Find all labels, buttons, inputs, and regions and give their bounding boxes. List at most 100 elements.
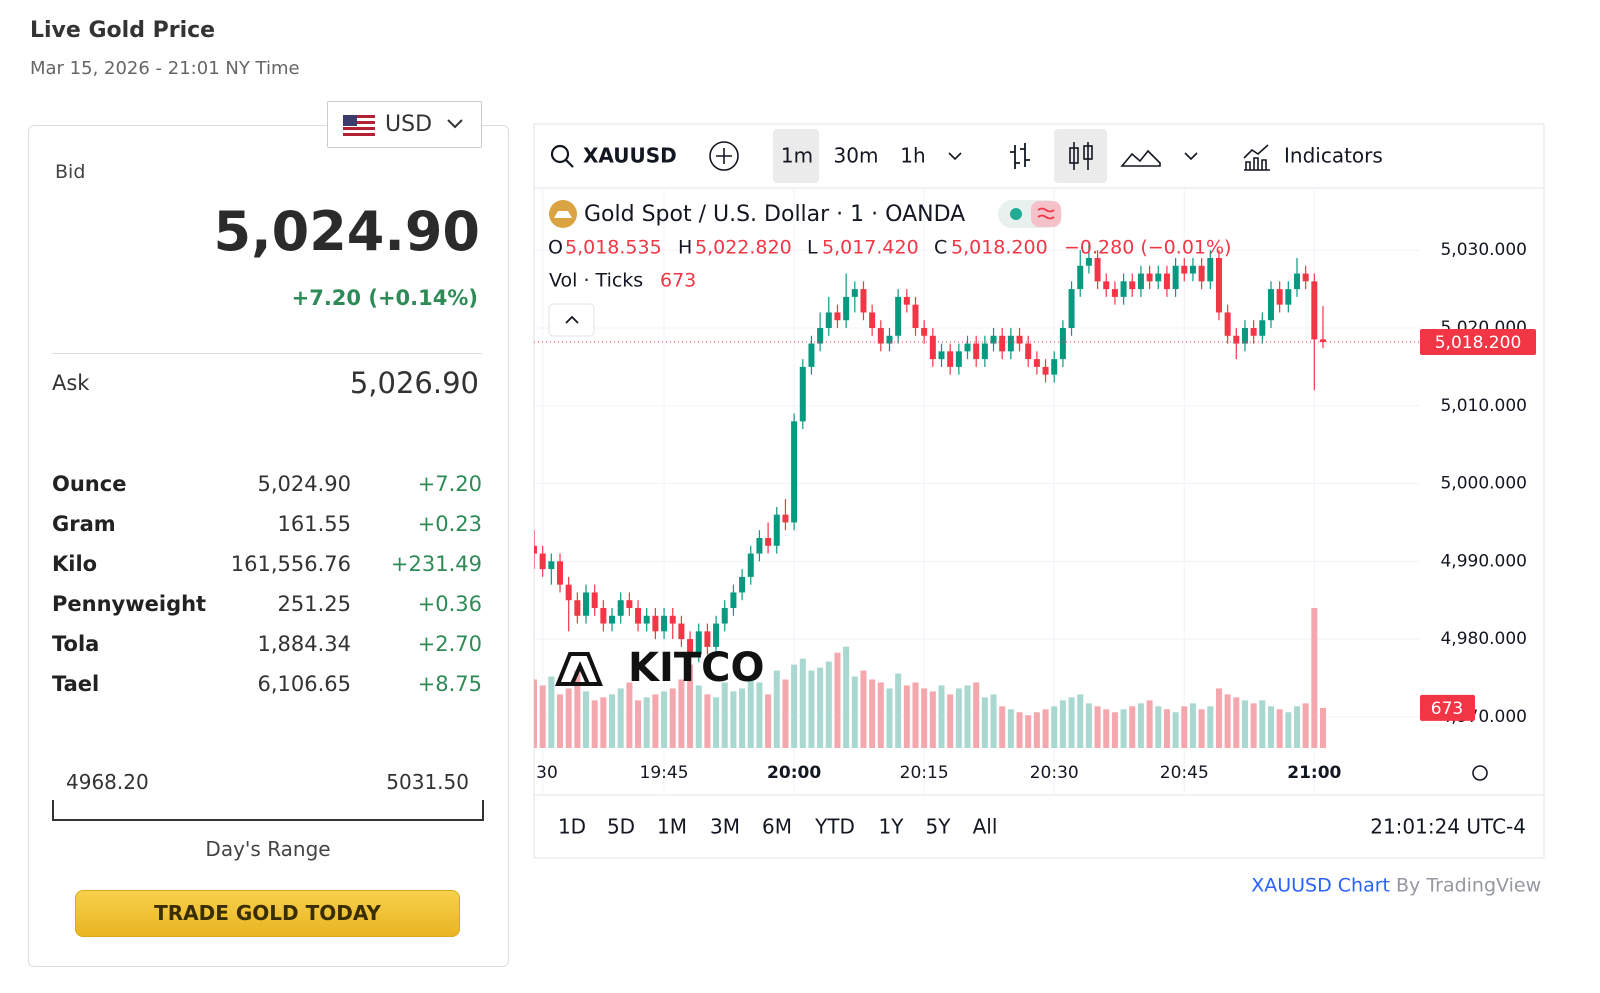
volume-bar [1233, 697, 1240, 748]
volume-bar [1085, 703, 1092, 748]
candle-body [1051, 359, 1058, 375]
ohlc-value: 5,017.420 [822, 237, 919, 259]
last-price-tag [1420, 329, 1536, 355]
volume-bar [817, 667, 824, 748]
volume-bar [1207, 706, 1214, 748]
indicators-button[interactable]: Indicators [1284, 144, 1383, 168]
candle-body [921, 328, 928, 336]
currency: USD [385, 112, 433, 137]
volume-bar [1189, 703, 1196, 748]
flag-icon [343, 115, 463, 136]
chart-type-dropdown[interactable] [1184, 152, 1198, 161]
volume-bar [1007, 709, 1014, 748]
volume-bar [1094, 706, 1101, 748]
ohlc-value: 5,022.820 [695, 237, 792, 259]
bid-label: Bid [55, 161, 86, 183]
candle-body [1068, 289, 1075, 328]
candle-body [1189, 265, 1196, 274]
volume-bar [626, 682, 633, 748]
candle-body [1250, 328, 1257, 336]
currency-select[interactable]: USD [327, 101, 482, 148]
range-button[interactable]: 6M [762, 815, 792, 839]
volume-bar [695, 685, 702, 748]
quote-card [28, 125, 509, 967]
candles-icon-body [1069, 147, 1079, 164]
volume-bar [791, 664, 798, 748]
range-button[interactable]: 5Y [926, 815, 952, 839]
range-button[interactable]: All [973, 815, 998, 839]
volume-tag [1420, 694, 1475, 721]
candle-body [1129, 281, 1136, 290]
ohlc-key: H [678, 237, 692, 259]
unit-change: +2.70 [417, 632, 482, 656]
divider [52, 353, 482, 354]
y-tick-label: 5,000.000 [1440, 474, 1527, 494]
trade-button[interactable]: TRADE GOLD TODAY [75, 890, 460, 937]
y-tick-label: 5,010.000 [1440, 396, 1527, 416]
candle-body [990, 335, 997, 344]
candle-body [938, 351, 945, 360]
bid-price: 5,024.90 [213, 200, 480, 263]
range-caption: Day's Range [205, 837, 331, 861]
attribution-link[interactable]: XAUUSD Chart [1251, 875, 1390, 897]
volume-bar [895, 673, 902, 748]
volume-bar [1276, 709, 1283, 748]
unit-price: 161,556.76 [230, 552, 351, 576]
volume-bar [600, 697, 607, 748]
candle-body [1033, 359, 1040, 367]
range-button[interactable]: 1M [657, 815, 687, 839]
volume-bar [964, 685, 971, 748]
candle-body [1207, 258, 1214, 282]
candle-body [704, 631, 711, 647]
interval-dropdown[interactable] [948, 152, 962, 161]
ask-price: 5,026.90 [349, 366, 479, 400]
volume-bar [1172, 712, 1179, 748]
candle-body [643, 615, 650, 624]
unit-price: 251.25 [277, 592, 351, 616]
candle-body [1146, 273, 1153, 282]
range-button[interactable]: YTD [814, 815, 855, 839]
volume-bar [687, 664, 694, 748]
range-button[interactable]: 1D [558, 815, 586, 839]
candle-body [860, 289, 867, 313]
collapse-legend[interactable] [548, 303, 595, 337]
interval[interactable]: 30m [834, 144, 879, 168]
volume-bar [635, 700, 642, 748]
area-icon[interactable] [1120, 149, 1161, 167]
candle-body [1276, 289, 1283, 305]
search-icon-handle [565, 159, 574, 168]
unit-change: +7.20 [417, 472, 482, 496]
volume-bar [1051, 706, 1058, 748]
settings-icon[interactable] [1472, 765, 1488, 781]
unit-name: Tael [52, 672, 100, 696]
range-button[interactable]: 1Y [879, 815, 905, 839]
search-icon[interactable] [550, 144, 570, 164]
range-low: 4968.20 [66, 770, 149, 794]
volume-bar [1033, 712, 1040, 748]
candle-body [912, 304, 919, 328]
interval[interactable]: 1h [900, 144, 925, 168]
unit-name: Ounce [52, 472, 127, 496]
watermark: KITCO [628, 645, 765, 691]
candle-body [730, 592, 737, 608]
candle-body [1042, 366, 1049, 375]
range-button[interactable]: 3M [710, 815, 740, 839]
compare-button[interactable] [709, 141, 739, 171]
interval[interactable]: 1m [781, 144, 813, 168]
range-button[interactable]: 5D [607, 815, 635, 839]
ohlc-key: O [548, 237, 563, 259]
indicators-icon[interactable] [1243, 144, 1270, 171]
bars-icon[interactable] [1010, 143, 1030, 169]
volume-bar [799, 658, 806, 748]
candle-body [617, 600, 624, 616]
volume-bar [1181, 706, 1188, 748]
plot-area [534, 188, 1420, 795]
candle-body [782, 514, 789, 523]
symbol[interactable]: XAUUSD [583, 144, 677, 168]
volume-bar [678, 679, 685, 748]
volume-bar [609, 694, 616, 748]
candle-body [1163, 273, 1170, 290]
clock: 21:01:24 UTC-4 [1370, 815, 1526, 839]
